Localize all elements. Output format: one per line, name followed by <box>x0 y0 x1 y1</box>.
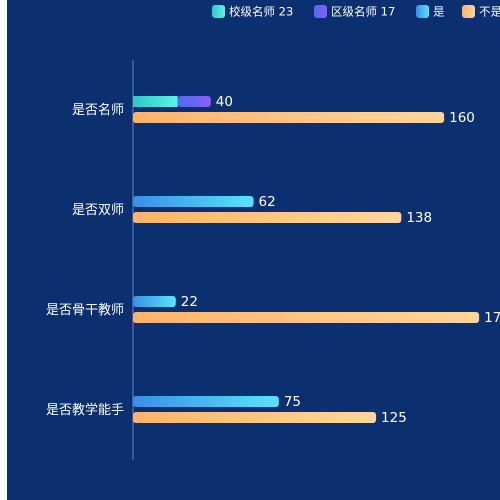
bar-yes-label: 62 <box>259 194 276 210</box>
bar-no[interactable] <box>133 312 480 323</box>
legend-swatch[interactable] <box>462 5 475 18</box>
bar-no[interactable] <box>133 112 445 123</box>
bar-yes[interactable] <box>133 396 279 407</box>
bar-yes[interactable] <box>133 296 176 307</box>
bar-no[interactable] <box>133 212 402 223</box>
legend-label[interactable]: 不是 <box>479 5 500 19</box>
bar-no-label: 138 <box>406 210 432 226</box>
bar-no-label: 17 <box>484 310 500 326</box>
legend-swatch[interactable] <box>212 5 225 18</box>
category-label: 是否教学能手 <box>46 402 124 418</box>
bar-no-label: 125 <box>381 410 407 426</box>
bar-district-master[interactable] <box>177 96 211 107</box>
category-label: 是否骨干教师 <box>46 302 124 318</box>
legend-swatch[interactable] <box>314 5 327 18</box>
bar-yes-label: 75 <box>284 394 301 410</box>
category-label: 是否双师 <box>72 203 124 218</box>
legend-label[interactable]: 是 <box>433 5 445 19</box>
legend-label[interactable]: 校级名师 23 <box>229 5 293 19</box>
bar-no[interactable] <box>133 412 377 423</box>
legend-swatch[interactable] <box>416 5 429 18</box>
bar-no-label: 160 <box>449 110 475 126</box>
bar-yes[interactable] <box>133 196 254 207</box>
bar-yes-label: 40 <box>216 94 233 110</box>
bar-school-master[interactable] <box>133 96 178 107</box>
bar-yes-label: 22 <box>181 294 198 310</box>
legend-label[interactable]: 区级名师 17 <box>331 5 395 19</box>
category-label: 是否名师 <box>72 102 124 118</box>
